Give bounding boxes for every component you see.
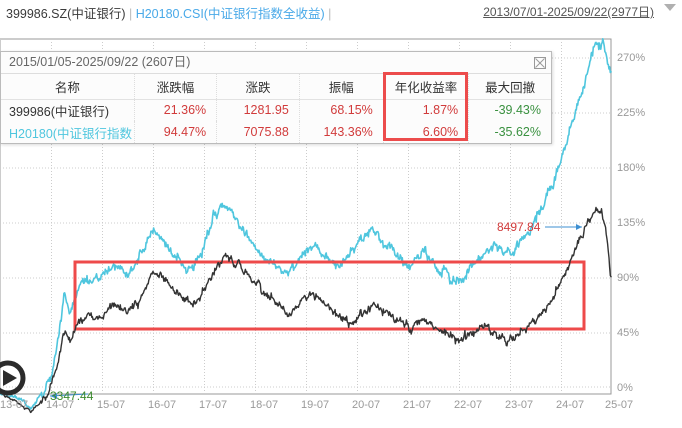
svg-text:8497.84: 8497.84 [497, 220, 541, 234]
